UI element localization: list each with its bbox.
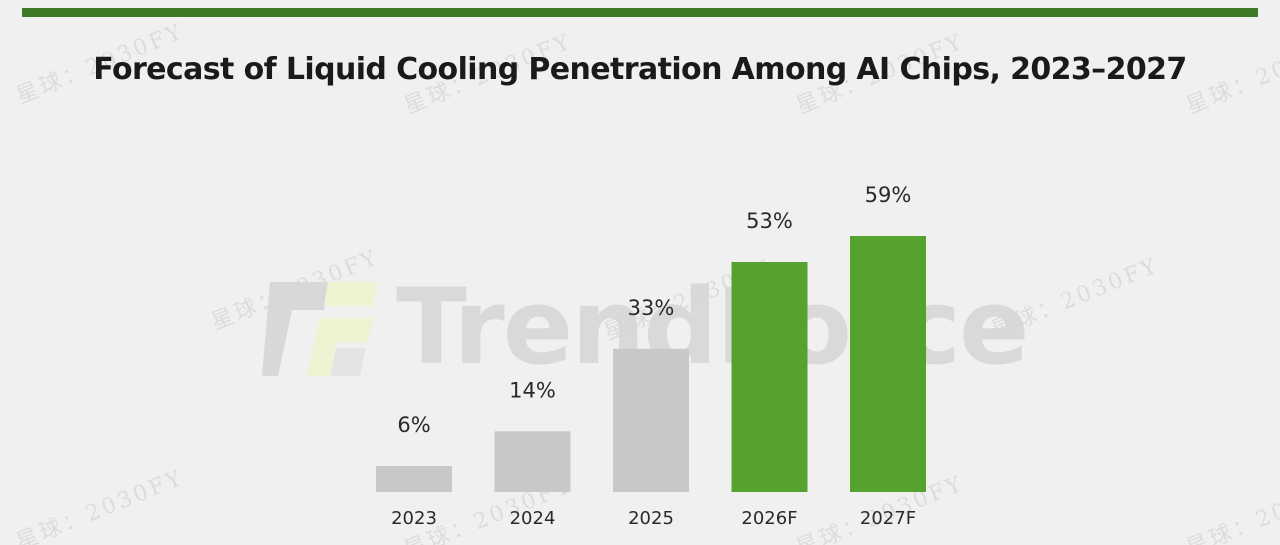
data-label-2023: 6%	[397, 413, 430, 437]
data-label-2024: 14%	[509, 378, 556, 402]
data-label-2025: 33%	[628, 296, 675, 320]
bar-2027F	[850, 236, 926, 492]
x-tick-label-2025: 2025	[628, 508, 674, 529]
chart-title: Forecast of Liquid Cooling Penetration A…	[93, 52, 1187, 87]
bar-2025	[613, 348, 689, 492]
trendforce-logo-icon	[262, 282, 378, 376]
x-tick-label-2024: 2024	[510, 508, 556, 529]
bar-2026F	[731, 262, 808, 492]
data-label-2026F: 53%	[746, 209, 793, 233]
data-label-2027F: 59%	[865, 183, 912, 207]
header-accent-bar	[22, 8, 1258, 17]
bar-2024	[494, 431, 571, 492]
x-tick-label-2026F: 2026F	[741, 508, 797, 529]
x-tick-label-2027F: 2027F	[860, 508, 916, 529]
x-tick-label-2023: 2023	[391, 508, 437, 529]
bar-2023	[376, 466, 452, 492]
